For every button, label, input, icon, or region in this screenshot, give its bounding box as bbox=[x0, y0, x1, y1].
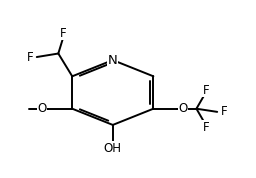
Text: F: F bbox=[221, 105, 228, 118]
Text: O: O bbox=[37, 102, 47, 115]
Text: F: F bbox=[60, 27, 66, 40]
Text: O: O bbox=[178, 102, 188, 115]
Text: F: F bbox=[203, 121, 209, 134]
Text: F: F bbox=[203, 84, 209, 97]
Text: F: F bbox=[26, 51, 33, 64]
Text: N: N bbox=[108, 54, 118, 67]
Text: OH: OH bbox=[104, 142, 122, 155]
